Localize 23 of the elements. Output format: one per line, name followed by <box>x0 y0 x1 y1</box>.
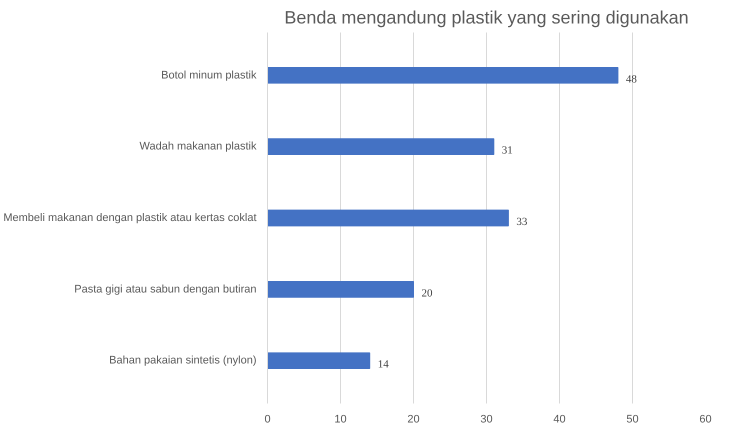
bar <box>268 66 618 84</box>
y-tick-label: Pasta gigi atau sabun dengan butiran <box>74 283 257 296</box>
bar <box>268 352 370 370</box>
x-tick-label: 30 <box>480 414 493 426</box>
x-tick-label: 50 <box>626 414 639 426</box>
chart-title: Benda mengandung plastik yang sering digunakan <box>284 8 689 28</box>
y-tick-label: Wadah makanan plastik <box>140 140 257 153</box>
data-label: 33 <box>516 216 528 228</box>
data-label: 31 <box>502 144 513 157</box>
data-label: 48 <box>626 73 638 86</box>
y-tick-label: Membeli makanan dengan plastik atau kertas coklat <box>3 212 256 224</box>
bar <box>268 281 414 298</box>
x-tick-label: 60 <box>699 414 712 426</box>
bar <box>268 138 494 155</box>
bar <box>268 210 509 226</box>
y-tick-label: Bahan pakaian sintetis (nylon) <box>109 354 257 367</box>
data-label: 14 <box>378 358 390 371</box>
x-tick-label: 10 <box>334 414 347 426</box>
data-label: 20 <box>422 287 433 300</box>
y-tick-label: Botol minum plastik <box>161 69 257 82</box>
x-tick-label: 0 <box>264 414 271 426</box>
x-tick-label: 40 <box>553 414 566 426</box>
x-tick-label: 20 <box>407 414 420 426</box>
